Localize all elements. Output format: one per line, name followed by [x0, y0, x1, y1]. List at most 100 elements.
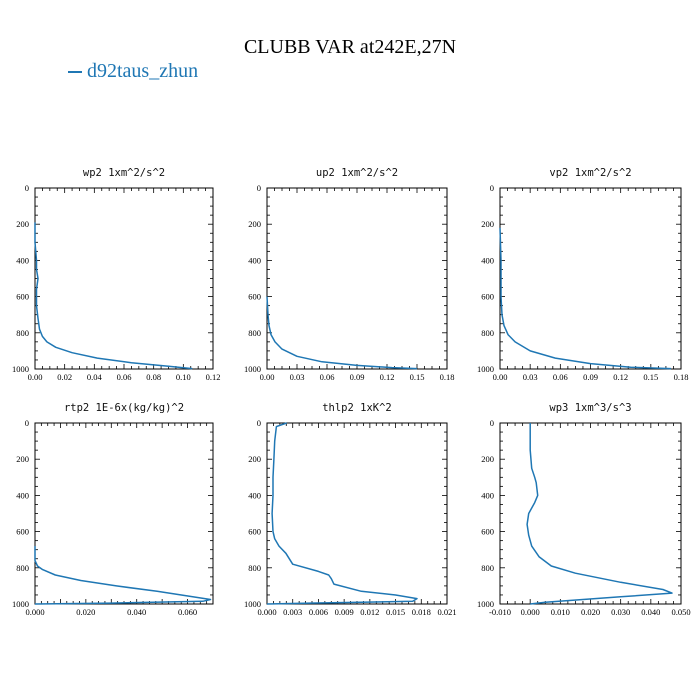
panel-title: thlp2 1xK^2 — [322, 402, 392, 414]
y-tick-label: 600 — [16, 527, 29, 537]
x-tick-label: 0.060 — [178, 607, 197, 617]
x-tick-label: 0.000 — [257, 607, 276, 617]
x-tick-label: 0.06 — [117, 372, 132, 382]
x-tick-label: 0.12 — [206, 372, 221, 382]
x-tick-label: 0.040 — [127, 607, 146, 617]
x-tick-label: 0.06 — [553, 372, 568, 382]
x-tick-label: 0.010 — [551, 607, 570, 617]
y-tick-label: 400 — [16, 490, 29, 500]
x-tick-label: 0.04 — [87, 372, 103, 382]
plot-frame — [499, 187, 682, 370]
series-line — [499, 227, 671, 370]
y-tick-label: 400 — [248, 255, 261, 265]
x-tick-label: 0.02 — [57, 372, 72, 382]
x-tick-label: 0.006 — [309, 607, 328, 617]
panel-title: vp2 1xm^2/s^2 — [549, 167, 631, 179]
y-tick-label: 600 — [16, 292, 29, 302]
y-tick-label: 1000 — [12, 364, 29, 374]
y-tick-label: 600 — [481, 527, 494, 537]
y-tick-label: 1000 — [477, 364, 494, 374]
y-tick-label: 1000 — [12, 599, 29, 609]
x-tick-label: 0.018 — [412, 607, 431, 617]
y-tick-label: 1000 — [244, 599, 261, 609]
x-tick-label: -0.010 — [489, 607, 511, 617]
x-tick-label: 0.06 — [320, 372, 335, 382]
x-tick-label: 0.09 — [350, 372, 365, 382]
x-tick-label: 0.012 — [360, 607, 379, 617]
y-tick-label: 0 — [25, 183, 29, 193]
x-tick-label: 0.00 — [260, 372, 275, 382]
y-tick-label: 800 — [16, 328, 29, 338]
legend-label: d92taus_zhun — [87, 60, 199, 82]
panel-title: wp3 1xm^3/s^3 — [549, 402, 631, 414]
x-tick-label: 0.020 — [76, 607, 95, 617]
x-tick-label: 0.021 — [437, 607, 456, 617]
y-tick-label: 800 — [16, 563, 29, 573]
y-tick-label: 200 — [248, 454, 261, 464]
plot-frame — [34, 187, 214, 370]
x-tick-label: 0.12 — [613, 372, 628, 382]
y-tick-label: 0 — [490, 418, 494, 428]
x-tick-label: 0.10 — [176, 372, 191, 382]
x-tick-label: 0.000 — [521, 607, 540, 617]
chart-panel-6: wp3 1xm^3/s^3 0 200 400 600 800 1000-0.010 0.00… — [477, 402, 691, 617]
y-tick-label: 400 — [248, 490, 261, 500]
legend-line-swatch — [68, 71, 82, 74]
x-tick-label: 0.030 — [611, 607, 630, 617]
y-tick-label: 200 — [16, 454, 29, 464]
y-tick-label: 200 — [481, 219, 494, 229]
x-tick-label: 0.020 — [581, 607, 600, 617]
y-tick-label: 800 — [248, 563, 261, 573]
y-tick-label: 800 — [248, 328, 261, 338]
x-tick-label: 0.18 — [674, 372, 689, 382]
x-tick-label: 0.00 — [28, 372, 43, 382]
y-tick-label: 200 — [16, 219, 29, 229]
series-line — [526, 423, 673, 605]
y-tick-label: 1000 — [244, 364, 261, 374]
y-tick-label: 0 — [257, 183, 261, 193]
x-tick-label: 0.050 — [671, 607, 690, 617]
panel-title: rtp2 1E-6x(kg/kg)^2 — [64, 402, 184, 414]
series-line — [266, 296, 418, 370]
y-tick-label: 400 — [481, 490, 494, 500]
panel-title: wp2 1xm^2/s^2 — [83, 167, 165, 179]
series-line — [266, 422, 418, 605]
y-tick-label: 400 — [16, 255, 29, 265]
x-tick-label: 0.015 — [386, 607, 405, 617]
y-tick-label: 800 — [481, 563, 494, 573]
y-tick-label: 600 — [481, 292, 494, 302]
series-line — [34, 546, 212, 605]
x-tick-label: 0.18 — [440, 372, 455, 382]
y-tick-label: 0 — [490, 183, 494, 193]
series-line — [34, 222, 193, 370]
x-tick-label: 0.12 — [380, 372, 395, 382]
y-tick-label: 0 — [25, 418, 29, 428]
x-tick-label: 0.09 — [583, 372, 598, 382]
y-tick-label: 400 — [481, 255, 494, 265]
y-tick-label: 200 — [248, 219, 261, 229]
x-tick-label: 0.08 — [146, 372, 161, 382]
figure-title: CLUBB VAR at242E,27N — [243, 36, 457, 58]
y-tick-label: 1000 — [477, 599, 494, 609]
y-tick-label: 600 — [248, 527, 261, 537]
x-tick-label: 0.009 — [335, 607, 354, 617]
y-tick-label: 0 — [257, 418, 261, 428]
x-tick-label: 0.15 — [643, 372, 658, 382]
plot-frame — [266, 187, 448, 370]
y-tick-label: 800 — [481, 328, 494, 338]
x-tick-label: 0.15 — [410, 372, 425, 382]
x-tick-label: 0.00 — [493, 372, 508, 382]
x-tick-label: 0.040 — [641, 607, 660, 617]
legend: d92taus_zhun — [68, 60, 198, 83]
x-tick-label: 0.03 — [523, 372, 538, 382]
chart-panel-4: rtp2 1E-6x(kg/kg)^2 0 200 400 600 800 10000.00… — [12, 402, 214, 617]
x-tick-label: 0.03 — [290, 372, 305, 382]
y-tick-label: 600 — [248, 292, 261, 302]
x-tick-label: 0.003 — [283, 607, 302, 617]
panel-title: up2 1xm^2/s^2 — [316, 167, 398, 179]
